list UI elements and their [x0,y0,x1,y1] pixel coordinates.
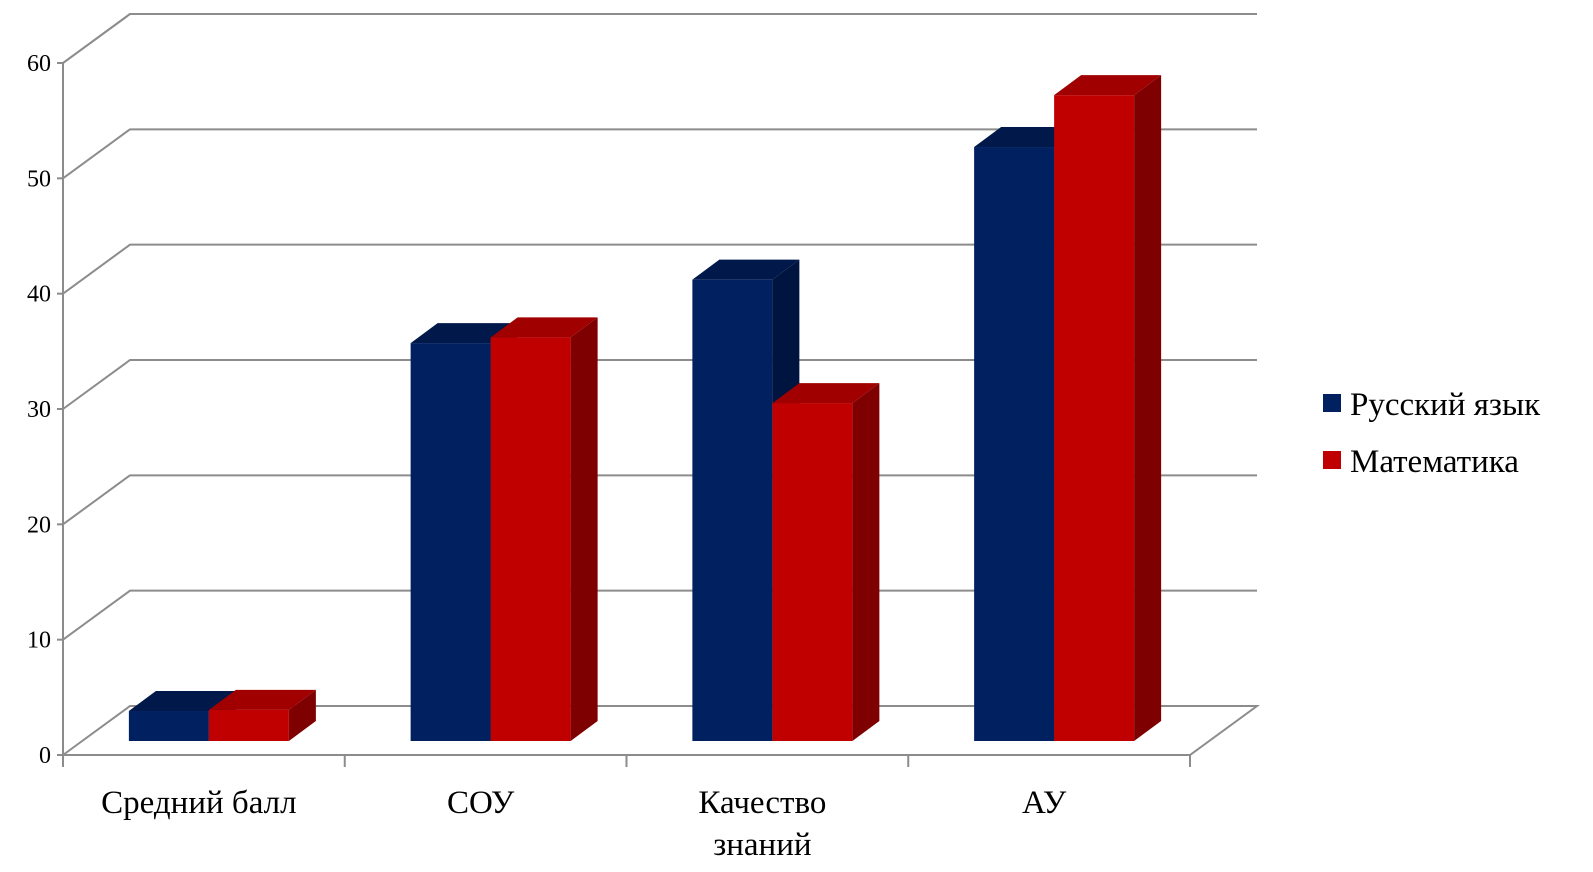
y-tick-label: 40 [27,282,51,308]
bar-side [570,317,598,741]
bar-front [772,403,853,741]
bar-front [410,343,491,741]
bar [490,317,598,741]
gridline [62,13,1257,64]
bar-side [288,689,316,741]
y-tick-label: 30 [27,397,51,423]
bar-side [1134,75,1162,742]
bar-front [208,709,289,741]
category-label: Качество знаний [698,785,826,863]
gridline [62,474,1257,526]
legend-label: Математика [1350,444,1519,480]
bar-top [490,317,598,338]
gridline [62,359,1257,410]
gridline [62,589,1257,641]
y-tick-labels: 0 10 20 30 40 50 60 [27,51,51,769]
legend: Русский язык Математика [1323,387,1541,480]
bars [128,75,1162,742]
legend-item: Русский язык [1323,387,1541,423]
bar [208,689,316,741]
bar-front [128,711,209,741]
bar [1054,75,1162,742]
legend-swatch [1323,394,1341,412]
y-tick-label: 0 [39,743,51,769]
legend-swatch [1323,451,1341,469]
y-tick-label: 60 [27,51,51,77]
gridline [62,243,1257,295]
legend-label: Русский язык [1350,387,1541,423]
gridline [62,128,1257,180]
axes [57,62,1191,767]
legend-item: Математика [1323,444,1519,480]
bar-front [974,147,1055,742]
bar-front [1054,95,1135,742]
bar-top [128,691,236,712]
bar-top [692,259,800,280]
category-label: СОУ [447,785,515,821]
y-tick-label: 50 [27,166,51,192]
bar [772,383,880,741]
category-labels: Средний балл СОУ Качество знаний АУ [101,785,1067,863]
y-tick-label: 20 [27,512,51,538]
gridlines [59,13,1261,756]
bar-front [490,337,571,741]
gridline [62,13,1257,64]
category-label: АУ [1022,785,1067,821]
bar-top [208,689,316,710]
y-tick-label: 10 [27,628,51,654]
bar-top [1054,75,1162,96]
bar-side [852,383,880,741]
bar-front [692,279,773,741]
category-label: Средний балл [101,785,296,821]
bar-top [772,383,880,404]
